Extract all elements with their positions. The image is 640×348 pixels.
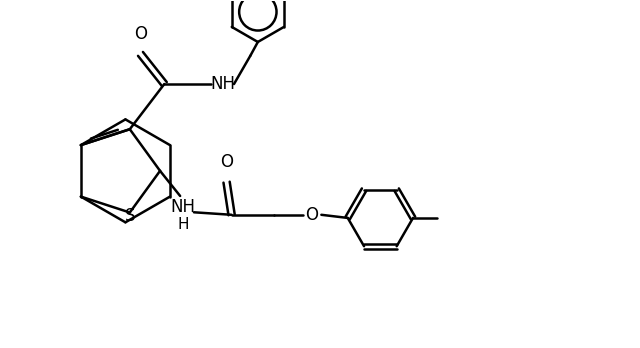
Text: O: O: [134, 25, 147, 43]
Text: O: O: [305, 206, 319, 224]
Text: H: H: [177, 218, 189, 232]
Text: NH: NH: [171, 198, 196, 216]
Text: NH: NH: [210, 75, 235, 93]
Text: S: S: [125, 207, 135, 225]
Text: O: O: [220, 153, 233, 172]
